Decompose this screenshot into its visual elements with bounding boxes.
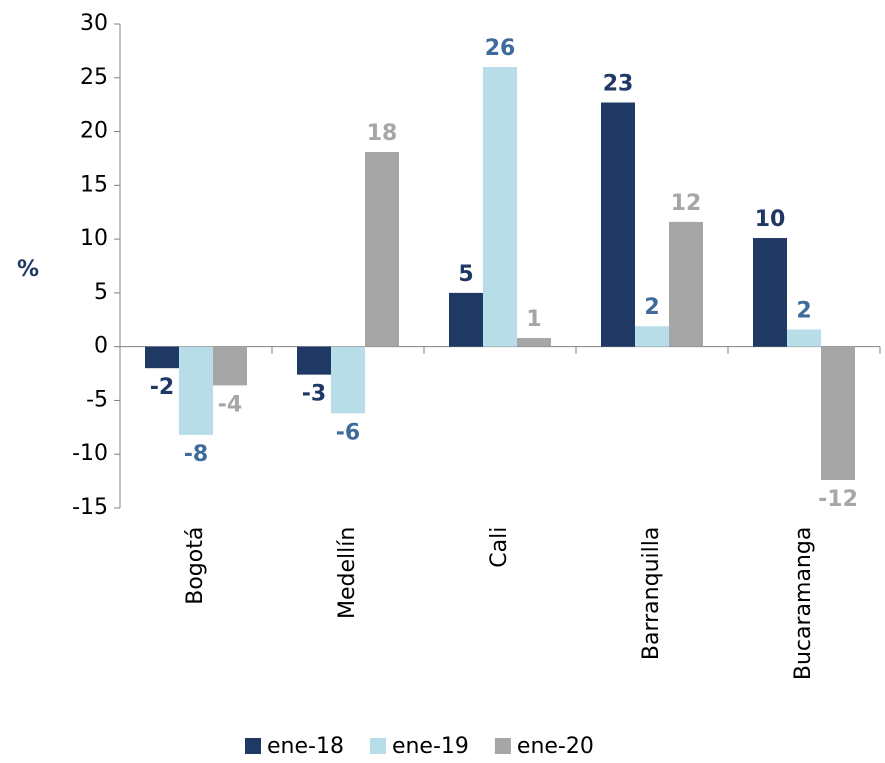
bar — [601, 102, 635, 347]
data-label: -8 — [184, 442, 208, 467]
data-label: 18 — [367, 121, 398, 146]
bar — [635, 326, 669, 347]
data-label: -12 — [818, 487, 858, 512]
data-label: 26 — [485, 36, 516, 61]
data-label: 12 — [671, 191, 702, 216]
bar — [821, 346, 855, 481]
bar — [787, 329, 821, 347]
data-label: 10 — [755, 207, 786, 232]
bar — [145, 346, 179, 369]
y-axis-label: % — [17, 257, 39, 282]
y-tick-label: -5 — [86, 387, 108, 412]
y-tick-label: 30 — [80, 11, 108, 36]
legend-label: ene-20 — [517, 734, 594, 759]
legend-swatch — [494, 738, 511, 754]
data-label: 2 — [644, 295, 659, 320]
x-tick-label: Medellín — [335, 527, 360, 619]
data-label: -3 — [302, 382, 326, 407]
y-tick-label: -10 — [72, 441, 108, 466]
y-tick-label: 10 — [80, 226, 108, 251]
legend-label: ene-18 — [267, 734, 344, 759]
data-label: 23 — [603, 72, 634, 97]
legend-swatch — [245, 738, 261, 754]
data-label: 5 — [458, 262, 473, 287]
legend-swatch — [369, 738, 386, 754]
bar — [331, 346, 365, 414]
y-tick-label: 25 — [80, 65, 108, 90]
data-label: -2 — [150, 375, 174, 400]
y-tick-label: 20 — [80, 119, 108, 144]
data-label: -6 — [336, 420, 360, 445]
bar — [753, 238, 787, 347]
bar — [669, 221, 703, 347]
data-label: 1 — [526, 307, 541, 332]
bar — [517, 338, 551, 347]
data-label: -4 — [218, 392, 242, 417]
y-tick-label: -15 — [72, 495, 108, 520]
x-tick-label: Bogotá — [183, 527, 208, 605]
data-label: 2 — [796, 298, 811, 323]
x-tick-label: Barranquilla — [639, 527, 664, 660]
x-tick-label: Cali — [487, 527, 512, 568]
bar — [449, 292, 483, 347]
bar — [297, 346, 331, 375]
legend-label: ene-19 — [392, 734, 469, 759]
bar — [179, 346, 213, 435]
x-tick-label: Bucaramanga — [791, 527, 816, 680]
bar — [365, 151, 399, 347]
bar — [483, 67, 517, 347]
bar — [213, 346, 247, 386]
y-tick-label: 0 — [94, 334, 108, 359]
y-tick-label: 5 — [94, 280, 108, 305]
y-tick-label: 15 — [80, 172, 108, 197]
